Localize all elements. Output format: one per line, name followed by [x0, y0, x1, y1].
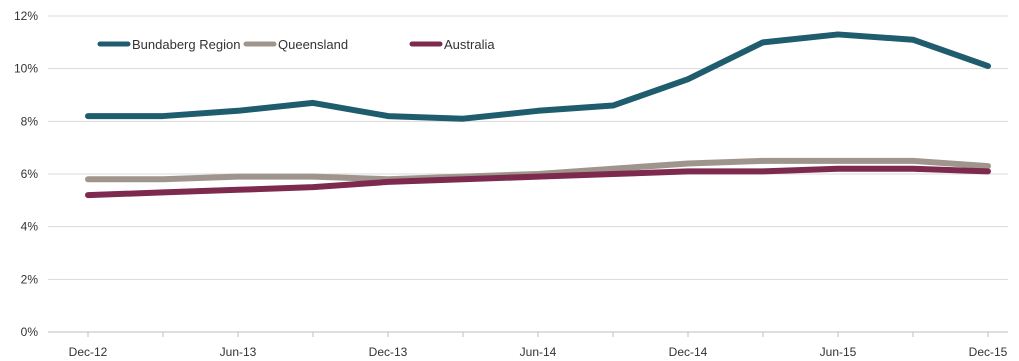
- series-line-bundaberg-region: [85, 31, 991, 122]
- axis-layer: 0% 2% 4% 6% 8% 10% 12% Dec-12 Jun-13 Dec-13 Jun-14…: [14, 9, 1008, 359]
- y-tick-label: 8%: [21, 114, 39, 128]
- legend-label-australia: Australia: [444, 37, 495, 52]
- y-tick-label: 10%: [14, 62, 38, 76]
- x-tick-label: Dec-13: [369, 345, 408, 359]
- series-layer: [85, 31, 991, 199]
- y-tick-label: 12%: [14, 9, 38, 23]
- x-tick-label: Dec-15: [969, 345, 1008, 359]
- x-tick-label: Dec-12: [69, 345, 108, 359]
- series-line-australia: [85, 165, 991, 199]
- y-tick-label: 2%: [21, 272, 39, 286]
- legend-label-queensland: Queensland: [278, 37, 348, 52]
- legend-label-bundaberg-region: Bundaberg Region: [132, 37, 240, 52]
- legend: Bundaberg Region Queensland Australia: [97, 37, 495, 52]
- x-tick-label: Jun-13: [220, 345, 257, 359]
- y-tick-label: 0%: [21, 325, 39, 339]
- x-tick-label: Jun-14: [520, 345, 557, 359]
- y-tick-label: 4%: [21, 220, 39, 234]
- y-tick-label: 6%: [21, 167, 39, 181]
- x-tick-label: Dec-14: [669, 345, 708, 359]
- x-tick-label: Jun-15: [820, 345, 857, 359]
- grid-layer: [48, 15, 1008, 280]
